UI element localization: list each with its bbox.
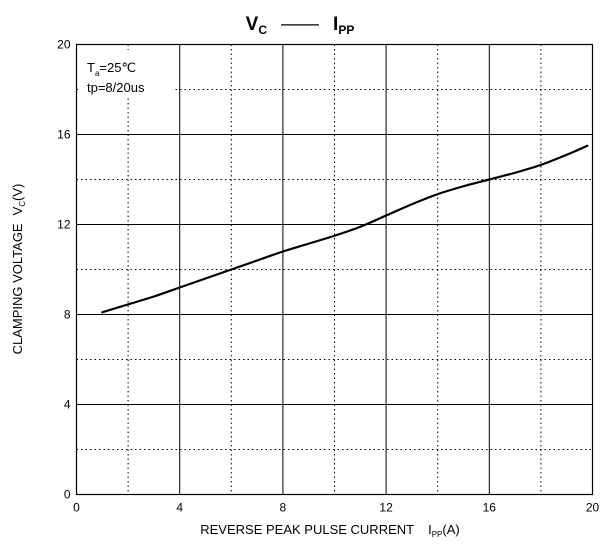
x-tick-labels: 0 4 8 12 16 20 [73,501,599,515]
x-axis-label-unit: (A) [442,522,459,537]
x-tick-label: 8 [280,501,287,515]
x-axis-label-subscript: PP [432,530,443,539]
y-axis-label-symbol: V [10,206,25,215]
x-axis-label-symbol: I [428,522,432,537]
x-tick-label: 0 [73,501,80,515]
y-tick-label: 8 [64,308,71,322]
title-left-symbol: V [246,14,259,35]
temperature-value: =25℃ [99,60,136,75]
chart-title: VC —— IPP [246,14,355,37]
x-axis-label-text: REVERSE PEAK PULSE CURRENT [200,522,414,537]
x-tick-label: 16 [483,501,497,515]
plot-frame [75,43,594,496]
y-tick-label: 4 [64,398,71,412]
y-axis-label-unit: (V) [10,184,25,201]
x-tick-label: 12 [379,501,393,515]
title-right-subscript: PP [338,23,354,37]
y-tick-label: 0 [64,488,71,502]
title-dash: —— [281,14,319,35]
minor-grid [76,44,593,495]
temperature-subscript: a [95,69,100,78]
pulse-annotation: tp=8/20us [87,80,145,95]
major-grid [76,44,593,495]
y-tick-label: 12 [57,218,71,232]
temperature-symbol: T [87,60,95,75]
y-axis-label-text: CLAMPING VOLTAGE [10,223,25,354]
title-left-subscript: C [258,23,267,37]
temperature-annotation: Ta=25℃ [87,60,136,78]
series-line [101,144,589,314]
x-tick-label: 20 [586,501,600,515]
y-tick-label: 20 [57,38,71,52]
title-right-symbol: I [333,14,338,35]
y-tick-label: 16 [57,128,71,142]
series-group [101,144,589,314]
y-axis-label: CLAMPING VOLTAGE VC(V) [10,184,27,355]
annotation-background [80,50,174,96]
y-tick-labels: 0 4 8 12 16 20 [57,38,71,502]
y-axis-label-subscript: C [18,201,27,207]
x-tick-label: 4 [176,501,183,515]
x-axis-label: REVERSE PEAK PULSE CURRENT IPP(A) [200,522,459,539]
